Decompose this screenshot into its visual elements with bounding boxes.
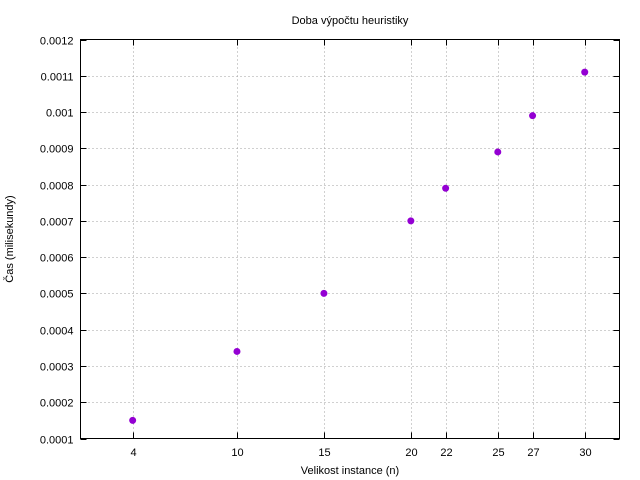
data-point	[407, 217, 415, 225]
y-tick-labels: 0.0001 0.0002 0.0003 0.0004 0.0005 0.0006 0.00…	[40, 36, 74, 447]
x-tick-label: 20	[405, 447, 417, 459]
y-tick-label: 0.0009	[40, 144, 74, 156]
tick-marks	[80, 39, 620, 440]
x-tick-labels: 4 10 15 20 22 25 27 30	[130, 447, 591, 459]
x-tick-label: 15	[318, 447, 330, 459]
y-axis-label: Čas (milisekundy)	[3, 195, 16, 282]
data-point	[581, 68, 589, 76]
y-tick-label: 0.0003	[40, 362, 74, 374]
y-tick-label: 0.0006	[40, 253, 74, 265]
data-point	[320, 289, 328, 297]
y-tick-label: 0.0011	[41, 72, 74, 84]
x-tick-label: 30	[579, 447, 591, 459]
chart-title: Doba výpočtu heuristiky	[292, 15, 409, 27]
y-tick-label: 0.001	[46, 108, 74, 120]
y-tick-label: 0.0002	[40, 398, 74, 410]
x-tick-label: 22	[440, 447, 452, 459]
y-tick-label: 0.0004	[40, 326, 74, 338]
data-point	[129, 416, 137, 424]
data-points	[129, 68, 589, 424]
data-point	[233, 347, 241, 355]
data-point	[442, 184, 450, 192]
y-tick-label: 0.0012	[40, 36, 74, 48]
x-tick-label: 4	[130, 447, 136, 459]
x-tick-label: 10	[231, 447, 243, 459]
x-tick-label: 25	[492, 447, 504, 459]
y-tick-label: 0.0007	[40, 217, 74, 229]
y-tick-label: 0.0001	[40, 435, 74, 447]
y-tick-label: 0.0005	[40, 289, 74, 301]
x-axis-label: Velikost instance (n)	[301, 465, 399, 477]
x-tick-label: 27	[527, 447, 539, 459]
plot-frame	[80, 39, 620, 439]
y-tick-label: 0.0008	[40, 181, 74, 193]
data-point	[529, 112, 537, 120]
grid-lines	[80, 39, 620, 439]
data-point	[494, 148, 502, 156]
